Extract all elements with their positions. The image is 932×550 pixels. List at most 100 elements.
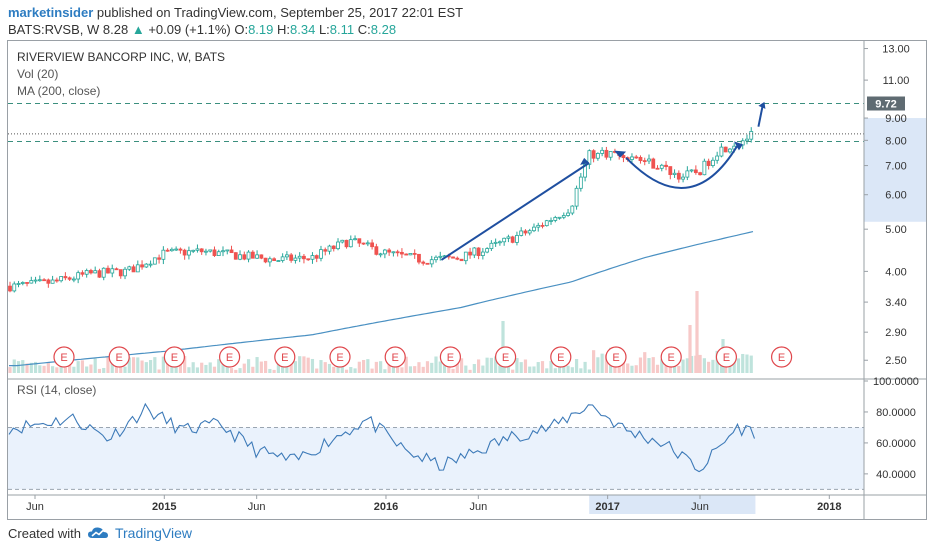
candle-body — [314, 255, 319, 259]
candle-body — [561, 215, 566, 218]
candle-body — [106, 267, 110, 274]
volume-bar — [724, 364, 728, 373]
candle-body — [340, 239, 345, 243]
earnings-marker-label: E — [336, 352, 343, 364]
chart-frame — [7, 40, 927, 520]
rsi-tick-label: 80.0000 — [876, 407, 916, 419]
volume-bar — [374, 361, 378, 373]
candle-body — [664, 164, 668, 167]
candle-body — [685, 170, 690, 178]
earnings-marker — [329, 346, 351, 368]
candle-body — [557, 216, 562, 219]
volume-bar — [600, 353, 604, 373]
candle-body — [595, 153, 600, 159]
candle-body — [472, 247, 477, 256]
earnings-marker — [715, 346, 738, 368]
candle-body — [80, 272, 85, 275]
ma-legend: MA (200, close) — [17, 84, 100, 98]
candle-body — [33, 279, 38, 282]
candle-body — [344, 239, 349, 248]
volume-bar — [408, 366, 413, 373]
volume-bar — [298, 356, 302, 373]
candle-body — [127, 266, 132, 270]
volume-bar — [12, 359, 16, 373]
volume-bar — [383, 369, 387, 373]
candle-body — [693, 169, 698, 174]
volume-bar — [251, 366, 255, 373]
candle-body — [532, 226, 536, 232]
symbol-quote-bar: BATS:RVSB, W 8.28 ▲ +0.09 (+1.1%) O:8.19… — [8, 22, 396, 37]
volume-bar — [106, 357, 110, 373]
volume-bar — [545, 368, 549, 373]
volume-bar — [481, 365, 485, 373]
candle-body — [123, 268, 127, 277]
candle-body — [638, 156, 643, 162]
tradingview-brand[interactable]: TradingView — [114, 525, 193, 541]
candle-body — [549, 220, 553, 222]
candle-body — [72, 278, 76, 281]
candle-body — [702, 160, 707, 176]
candle-body — [570, 205, 575, 214]
candle-body — [135, 264, 140, 273]
candle-body — [391, 251, 396, 254]
earnings-marker-label: E — [281, 352, 288, 364]
volume-bar — [425, 361, 430, 373]
candle-body — [54, 279, 59, 282]
candle-body — [387, 249, 392, 253]
candle-body — [152, 257, 157, 265]
author-link[interactable]: marketinsider — [8, 5, 94, 20]
earnings-marker — [605, 346, 627, 368]
candle-body — [114, 268, 119, 271]
candle-body — [12, 283, 17, 292]
volume-bar — [745, 354, 749, 373]
close-label: C: — [357, 22, 371, 37]
earnings-marker-label: E — [612, 352, 619, 364]
cup-right-arrow-icon — [733, 141, 743, 151]
candle-body — [493, 241, 498, 244]
volume-bar — [183, 356, 187, 373]
candle-body — [267, 258, 272, 263]
candle-body — [425, 262, 430, 265]
volume-bar — [327, 363, 332, 373]
earnings-marker-label: E — [60, 352, 67, 364]
volume-bar — [97, 368, 102, 373]
candle-body — [749, 131, 754, 140]
volume-bar — [459, 358, 464, 373]
volume-bar — [200, 362, 204, 373]
volume-bar — [127, 357, 131, 373]
candle-body — [476, 247, 481, 256]
volume-bar — [677, 365, 681, 373]
price-tick-label: 11.00 — [883, 75, 910, 87]
price-tick-label: 3.40 — [885, 297, 906, 309]
main-legend-title: RIVERVIEW BANCORP INC, W, BATS — [17, 50, 225, 64]
volume-bar — [161, 356, 165, 373]
volume-bar — [638, 357, 643, 373]
volume-bar — [604, 354, 608, 373]
volume-bar — [140, 360, 144, 373]
uptrend-arrow-line — [440, 162, 590, 261]
candle-body — [715, 155, 720, 161]
candle-body — [46, 279, 51, 284]
candle-body — [412, 253, 417, 255]
volume-bar — [242, 363, 246, 373]
candle-body — [238, 254, 242, 260]
candle-body — [204, 250, 208, 253]
volume-bar — [379, 361, 383, 373]
volume-bar — [110, 357, 114, 373]
candle-body — [140, 264, 144, 268]
last-price: 8.28 — [102, 22, 129, 37]
candle-body — [67, 277, 72, 280]
candle-body — [711, 159, 715, 166]
candle-body — [323, 249, 328, 252]
price-range-highlight — [864, 118, 927, 222]
volume-bar — [306, 357, 310, 373]
volume-bar — [123, 366, 127, 373]
candle-body — [451, 256, 455, 259]
candle-body — [221, 250, 225, 253]
earnings-marker — [274, 346, 296, 368]
volume-bar — [630, 365, 634, 373]
candle-body — [336, 241, 340, 250]
volume-bar — [25, 363, 29, 373]
candle-body — [255, 254, 259, 259]
